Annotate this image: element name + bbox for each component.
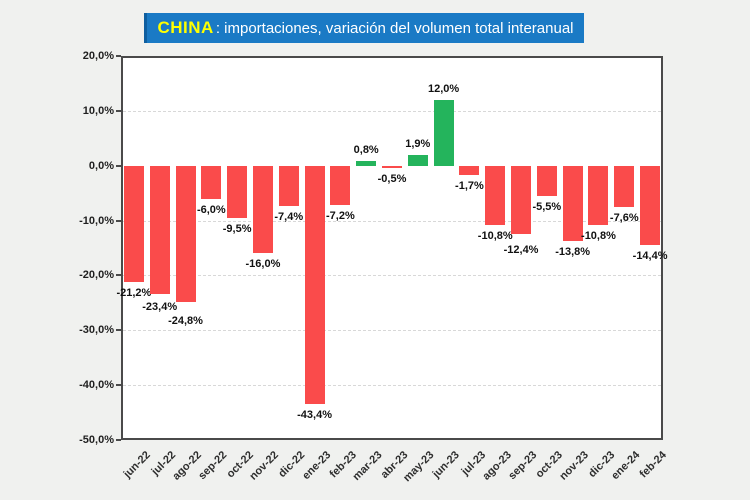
bar-dic-23 (588, 165, 609, 225)
data-label-nov-23: -13,8% (555, 246, 591, 259)
plot-area (121, 56, 663, 440)
data-label-feb-24: -14,4% (632, 249, 668, 262)
data-label-ago-22: -24,8% (168, 315, 203, 327)
data-label-ene-23: -43,4% (297, 408, 332, 421)
bar-dic-22 (278, 165, 299, 207)
y-axis-tick-label: -20,0% (79, 269, 114, 282)
y-axis-tick-mark (116, 274, 121, 277)
gridline--30,0% (123, 330, 661, 332)
bar-feb-23 (330, 165, 351, 206)
y-axis-tick-mark (116, 55, 121, 57)
x-axis-label-feb-24: feb-24 (637, 449, 669, 481)
data-label-ago-23: -10,8% (477, 229, 513, 242)
bar-nov-22 (252, 165, 273, 254)
data-label-abr-23: -0,5% (377, 173, 407, 186)
data-label-dic-23: -10,8% (581, 229, 616, 242)
bar-mar-23 (356, 161, 377, 166)
data-label-oct-23: -5,5% (532, 200, 562, 213)
bar-oct-23 (536, 165, 557, 196)
gridline-10,0% (123, 110, 661, 112)
bar-jun-23 (433, 99, 454, 166)
data-label-oct-22: -9,5% (222, 222, 252, 235)
bar-ene-24 (614, 165, 635, 208)
gridline--10,0% (123, 220, 661, 222)
data-label-jun-23: 12,0% (428, 82, 460, 95)
bar-sep-22 (201, 165, 222, 199)
gridline--20,0% (123, 275, 661, 277)
bar-sep-23 (511, 165, 532, 234)
bar-jul-22 (149, 165, 170, 295)
data-label-ene-24: -7,6% (609, 212, 639, 225)
x-axis-label-nov-23: nov-23 (557, 449, 592, 483)
data-label-may-23: 1,9% (405, 138, 431, 151)
y-axis-tick-mark (116, 439, 121, 441)
y-axis-tick-mark (116, 164, 121, 167)
bar-may-23 (407, 155, 428, 166)
data-label-jul-23: -1,7% (455, 180, 484, 193)
y-axis-tick-label: -10,0% (79, 214, 114, 227)
bar-nov-23 (562, 165, 583, 242)
y-axis-tick-label: 20,0% (82, 50, 114, 62)
data-label-sep-23: -12,4% (503, 243, 539, 256)
bar-jul-23 (459, 165, 480, 176)
y-axis-tick-label: 10,0% (82, 104, 114, 117)
bar-ago-22 (175, 165, 196, 302)
chart-title-banner: CHINA: importaciones, variación del volu… (144, 13, 584, 43)
y-axis-tick-mark (116, 384, 121, 387)
bar-abr-23 (382, 165, 402, 169)
gridline--40,0% (123, 385, 661, 387)
x-axis-label-jun-23: jun-23 (430, 449, 463, 481)
bar-ago-23 (485, 165, 506, 225)
x-axis-label-jun-22: jun-22 (120, 449, 153, 481)
y-axis-tick-mark (116, 329, 121, 332)
x-axis-label-sep-22: sep-22 (196, 449, 230, 483)
y-axis-tick-label: 0,0% (88, 159, 114, 172)
bar-feb-24 (640, 165, 661, 245)
x-axis-label-ene-23: ene-23 (299, 449, 334, 483)
data-label-feb-23: -7,2% (326, 210, 355, 223)
data-label-jun-22: -21,2% (116, 287, 152, 299)
data-label-sep-22: -6,0% (196, 203, 226, 216)
y-axis-tick-mark (116, 109, 121, 112)
y-axis-tick-label: -40,0% (79, 379, 114, 392)
y-axis-tick-label: -30,0% (79, 324, 114, 337)
chart-title-subtitle: : importaciones, variación del volumen t… (215, 19, 574, 37)
bar-oct-22 (227, 165, 248, 218)
bar-ene-23 (304, 165, 325, 404)
bar-jun-22 (123, 165, 144, 282)
data-label-nov-22: -16,0% (245, 258, 281, 271)
y-axis-tick-mark (116, 219, 121, 222)
data-label-dic-22: -7,4% (274, 211, 304, 224)
y-axis-tick-label: -50,0% (79, 434, 114, 446)
data-label-jul-22: -23,4% (142, 301, 178, 313)
chart-title-brand: CHINA (157, 18, 214, 37)
data-label-mar-23: 0,8% (353, 144, 379, 157)
